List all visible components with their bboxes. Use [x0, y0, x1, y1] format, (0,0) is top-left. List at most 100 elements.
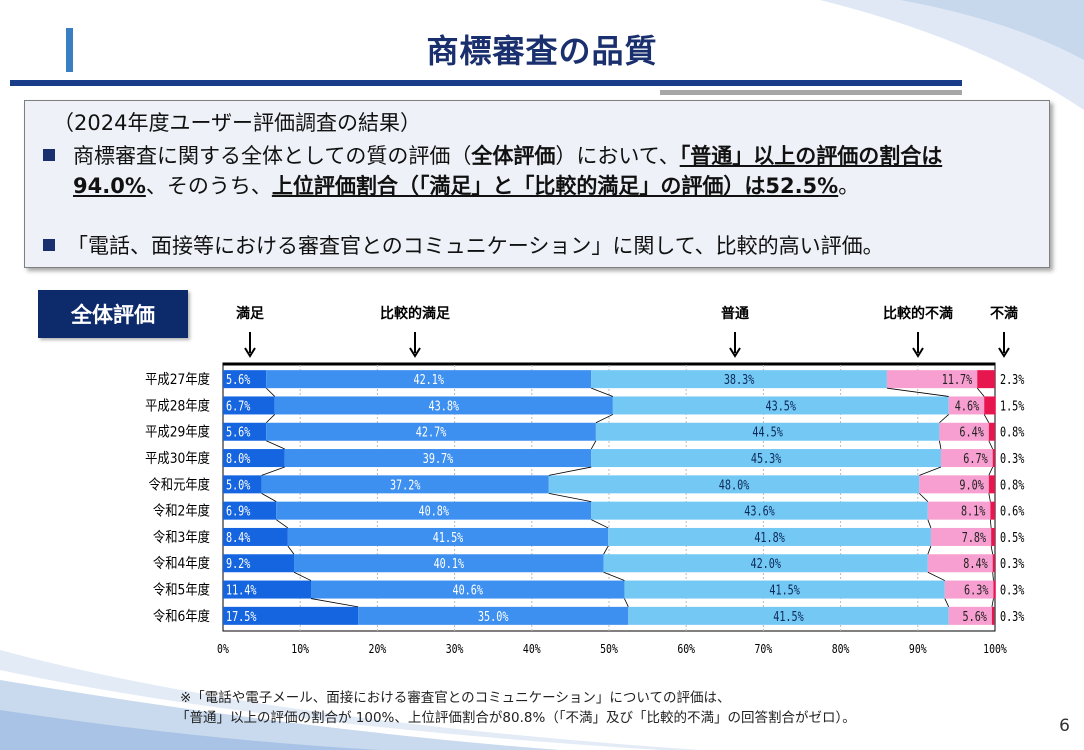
bar-segment-0: [223, 475, 262, 494]
series-connector: [919, 493, 929, 502]
series-connector: [939, 414, 949, 424]
series-connector: [266, 440, 285, 450]
bar-segment-0: [223, 527, 288, 546]
bar-segment-3: [944, 580, 994, 599]
bar-segment-3: [939, 422, 989, 441]
x-tick-label: 10%: [291, 642, 309, 656]
data-label: 45.3%: [751, 451, 781, 467]
data-label: 8.4%: [226, 530, 250, 546]
data-label: 11.7%: [942, 372, 972, 388]
summary-bullet-1: 商標審査に関する全体としての質の評価（全体評価）において、「普通」以上の評価の割…: [43, 141, 1033, 198]
data-label: 5.6%: [226, 372, 250, 388]
bar-segment-4: [993, 580, 996, 599]
x-tick-label: 100%: [983, 642, 1007, 656]
x-tick-label: 0%: [217, 642, 229, 656]
series-connector: [590, 440, 597, 450]
data-label: 0.3%: [1000, 582, 1024, 598]
series-connector: [293, 571, 312, 581]
category-label: 平成30年度: [145, 450, 210, 467]
data-label: 41.5%: [773, 609, 803, 625]
bar-segment-1: [294, 554, 604, 573]
series-connector: [927, 545, 932, 555]
data-label: 6.7%: [963, 451, 987, 467]
data-label: 11.4%: [226, 582, 256, 598]
series-connector: [603, 545, 609, 555]
bar-segment-4: [990, 501, 995, 520]
bar-segment-4: [988, 475, 995, 494]
data-label: 42.7%: [416, 424, 446, 440]
data-label: 2.3%: [1000, 372, 1024, 388]
footnote: ※「電話や電子メール、面接における審査官とのコミュニケーション」についての評価は…: [176, 688, 856, 728]
bullet1-text-5: 、そのうち、: [145, 174, 272, 198]
stacked-bar-chart: 0% 10% 20% 30% 40% 50% 60% 70% 80% 90% 100% 平成27年度 5…: [145, 305, 1024, 656]
category-label: 令和3年度: [153, 529, 210, 546]
bar-segment-4: [991, 527, 995, 546]
series-connector: [988, 493, 991, 502]
series-connector: [624, 598, 629, 608]
data-label: 43.8%: [429, 398, 459, 414]
data-label: 5.6%: [963, 609, 987, 625]
bullet2-text: 「電話、面接等における審査官とのコミュニケーション」に関して、比較的高い評価。: [67, 234, 884, 258]
category-label: 平成28年度: [145, 398, 210, 415]
bullet1-text-3: ）において、: [555, 144, 680, 168]
bar-segment-0: [223, 501, 277, 520]
data-label: 8.1%: [961, 503, 985, 519]
series-connector: [265, 414, 276, 424]
series-connector: [989, 519, 992, 528]
data-label: 0.8%: [1000, 424, 1024, 440]
category-label: 平成27年度: [145, 371, 210, 388]
bar-segment-3: [927, 554, 993, 573]
data-label: 0.5%: [1000, 530, 1024, 546]
category-label: 令和5年度: [153, 582, 210, 599]
square-bullet-icon: [43, 149, 55, 161]
data-label: 6.7%: [226, 398, 250, 414]
series-connector: [919, 466, 942, 476]
bar-segment-0: [223, 396, 275, 415]
bar-segment-0: [223, 449, 285, 468]
overall-evaluation-badge: 全体評価: [38, 290, 188, 338]
down-arrow-icon: [998, 347, 1010, 358]
data-label: 48.0%: [719, 477, 749, 493]
bar-segment-1: [266, 422, 596, 441]
data-label: 43.5%: [766, 398, 796, 414]
bar-segment-1: [284, 449, 592, 468]
data-label: 43.6%: [744, 503, 774, 519]
bar-segment-2: [608, 527, 931, 546]
bar-segment-4: [988, 422, 995, 441]
bar-segment-2: [591, 449, 941, 468]
bullet1-text-4: 「普通」以上の評価の割合は94.0%: [73, 144, 943, 198]
bar-segment-0: [223, 580, 312, 599]
data-label: 40.1%: [434, 556, 464, 572]
data-label: 42.0%: [750, 556, 780, 572]
down-arrow-icon: [729, 347, 741, 358]
bar-segment-3: [927, 501, 991, 520]
series-connector: [265, 387, 276, 397]
bar-segment-1: [358, 606, 629, 625]
series-connector: [990, 545, 994, 555]
bar-segment-4: [992, 554, 995, 573]
bar-segment-1: [266, 370, 592, 389]
bar-segment-1: [276, 501, 592, 520]
x-tick-label: 20%: [369, 642, 387, 656]
bar-segment-4: [991, 606, 995, 625]
bar-segment-1: [287, 527, 609, 546]
x-tick-label: 40%: [523, 642, 541, 656]
series-connector: [992, 572, 994, 581]
series-connector: [276, 519, 289, 529]
x-tick-label: 70%: [755, 642, 773, 656]
series-connector: [991, 598, 994, 607]
bar-segment-2: [591, 370, 887, 389]
bar-segment-3: [948, 606, 992, 625]
bar-segment-0: [223, 554, 295, 573]
data-label: 42.1%: [413, 372, 443, 388]
data-label: 1.5%: [1000, 398, 1024, 414]
data-label: 0.3%: [1000, 609, 1024, 625]
data-label: 39.7%: [423, 451, 453, 467]
category-label: 令和6年度: [153, 608, 210, 625]
bar-segment-4: [977, 370, 995, 389]
data-label: 6.3%: [964, 582, 988, 598]
data-label: 37.2%: [390, 477, 420, 493]
bar-segment-2: [612, 396, 949, 415]
series-connector: [310, 598, 359, 608]
x-tick-label: 50%: [600, 642, 618, 656]
